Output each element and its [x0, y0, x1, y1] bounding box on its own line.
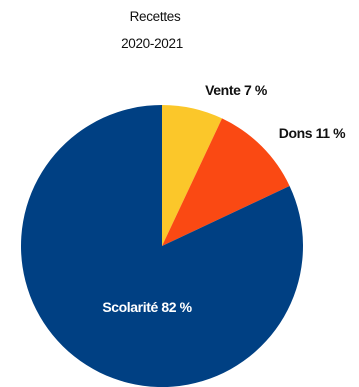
pie-slice-1 — [162, 105, 223, 246]
chart-title: Recettes — [130, 9, 181, 24]
pie-slice-label-3: Scolarité 82 % — [102, 299, 192, 315]
pie-slice-2 — [162, 118, 290, 246]
chart-subtitle: 2020-2021 — [121, 36, 183, 51]
pie-slice-label-2: Dons 11 % — [279, 125, 346, 141]
pie-slice-3 — [20, 104, 303, 387]
pie-slices — [20, 104, 303, 387]
pie-labels: Vente 7 % Dons 11 % Scolarité 82 % — [102, 82, 346, 315]
pie-slice-label-1: Vente 7 % — [205, 82, 268, 98]
